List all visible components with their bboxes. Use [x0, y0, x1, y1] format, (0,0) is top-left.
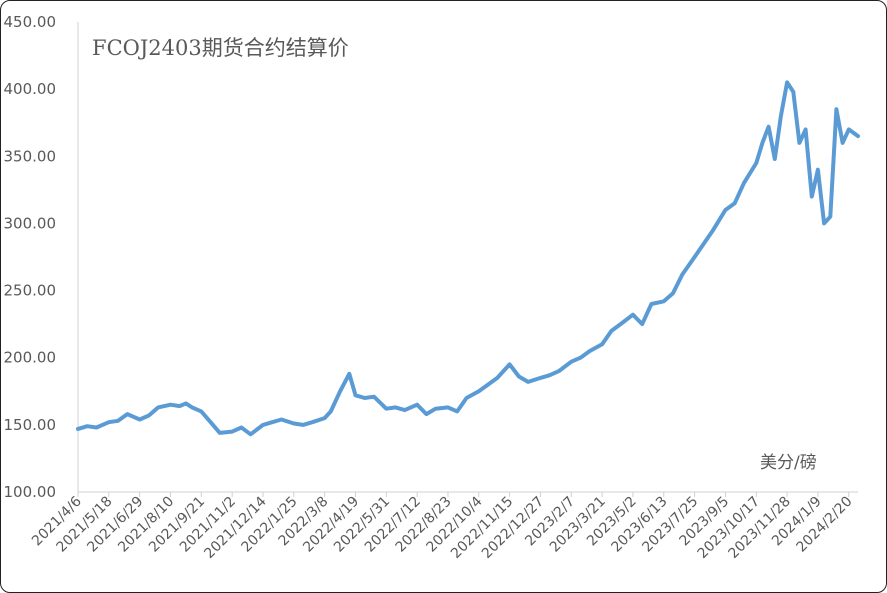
x-axis: 2021/4/62021/5/182021/6/292021/8/102021/… [29, 491, 858, 562]
unit-label: 美分/磅 [760, 453, 817, 473]
y-tick-label: 150.00 [4, 416, 57, 434]
y-axis: 100.00 150.00 200.00 250.00 300.00 350.00 400.… [4, 13, 79, 501]
y-tick-label: 250.00 [4, 282, 57, 300]
y-tick-label: 300.00 [4, 214, 57, 232]
y-tick-label: 400.00 [4, 80, 57, 98]
y-tick-label: 350.00 [4, 147, 57, 165]
y-tick-label: 450.00 [4, 13, 57, 31]
price-series-line [76, 80, 860, 437]
plot-area [76, 80, 860, 437]
y-tick-label: 100.00 [4, 483, 57, 501]
y-tick-label: 200.00 [4, 349, 57, 367]
chart-title: FCOJ2403期货合约结算价 [92, 36, 349, 60]
